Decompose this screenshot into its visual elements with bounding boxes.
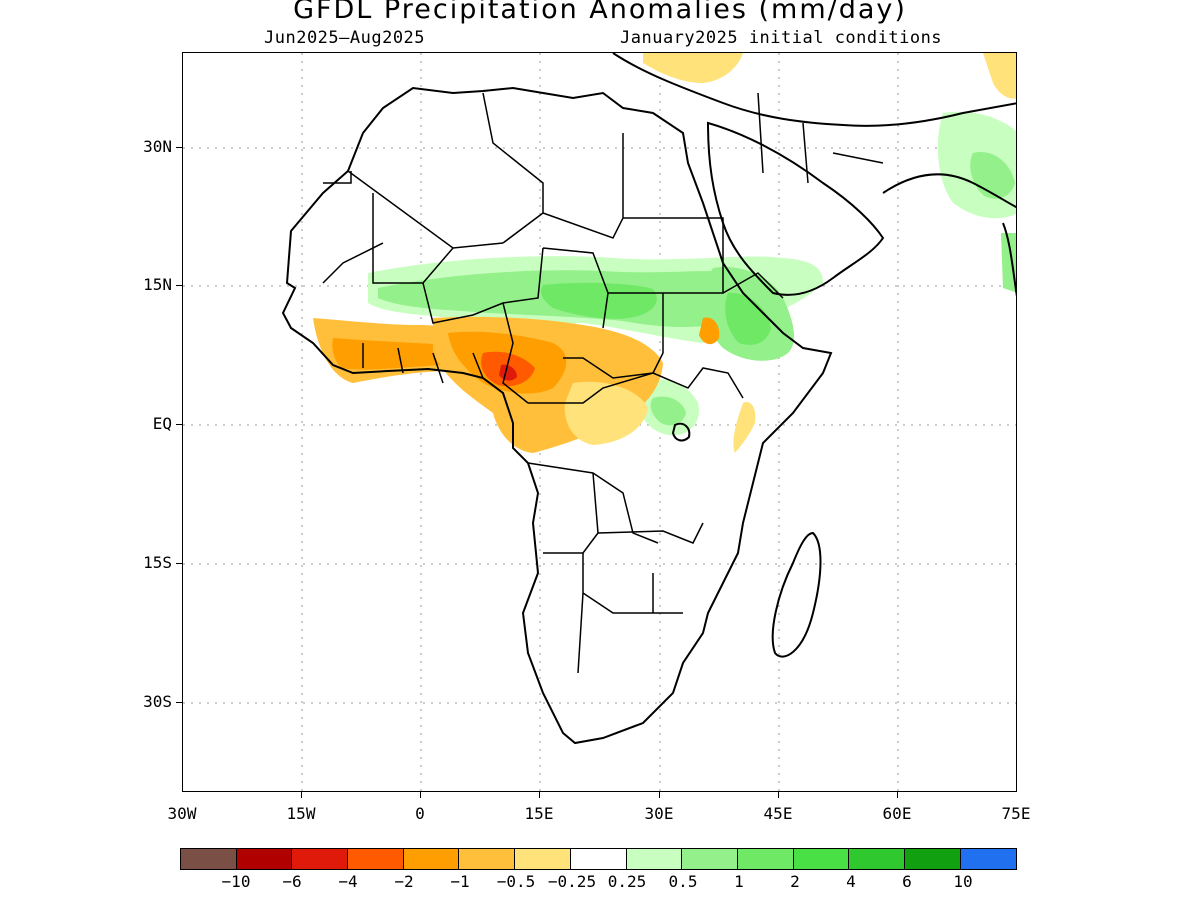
colorbar-label: −1 [450, 872, 470, 891]
colorbar-label: 10 [953, 872, 973, 891]
colorbar-label: −10 [221, 872, 251, 891]
colorbar-label: −0.25 [547, 872, 597, 891]
y-tick-label: EQ [152, 414, 172, 433]
y-tick-label: 30N [143, 137, 172, 156]
colorbar-swatch [960, 849, 1017, 869]
colorbar-swatch [181, 849, 237, 869]
colorbar-swatch [570, 849, 627, 869]
y-tick-label: 15N [143, 275, 172, 294]
iran-coast [882, 173, 1016, 209]
colorbar-label: 1 [734, 872, 744, 891]
colorbar-swatch [515, 849, 571, 869]
x-tick-label: 45E [763, 804, 793, 823]
colorbar-label: 4 [846, 872, 856, 891]
x-tick-label: 30W [167, 804, 197, 823]
east-africa-dry-strip [733, 402, 756, 453]
colorbar-swatch [348, 849, 404, 869]
colorbar-swatch [236, 849, 293, 869]
colorbar-swatch [849, 849, 905, 869]
colorbar-label: 2 [790, 872, 800, 891]
madagascar-coastline [771, 531, 822, 658]
country-borders [322, 92, 884, 674]
x-tick [301, 792, 302, 798]
x-tick [420, 792, 421, 798]
colorbar-swatch [292, 849, 349, 869]
colorbar-label: −4 [338, 872, 358, 891]
africa-coastline [281, 86, 833, 745]
y-tick-label: 15S [143, 553, 172, 572]
india-wet [1001, 233, 1016, 293]
y-tick [176, 563, 182, 564]
season-subtitle: Jun2025–Aug2025 [264, 28, 426, 48]
ethiopia-dry-spot [699, 317, 720, 345]
india-coast [1002, 222, 1016, 297]
coastlines [281, 53, 1016, 745]
colorbar-swatch [403, 849, 460, 869]
x-tick-label: 15E [524, 804, 554, 823]
colorbar-swatch [682, 849, 738, 869]
x-tick-label: 60E [882, 804, 912, 823]
x-tick [778, 792, 779, 798]
colorbar-swatch [459, 849, 516, 869]
colorbar-swatch [793, 849, 850, 869]
x-tick-label: 75E [1001, 804, 1031, 823]
map-plot-area [182, 52, 1017, 792]
chart-title: GFDL Precipitation Anomalies (mm/day) [293, 0, 907, 25]
colorbar-swatch [904, 849, 961, 869]
x-tick [539, 792, 540, 798]
colorbar-label: 6 [902, 872, 912, 891]
colorbar-swatch [626, 849, 683, 869]
anomaly-map [183, 53, 1016, 791]
mediterranean-coast-north [612, 53, 1016, 127]
colorbar [180, 848, 1018, 870]
x-tick [897, 792, 898, 798]
y-tick [176, 285, 182, 286]
y-tick [176, 147, 182, 148]
x-tick-label: 15W [286, 804, 316, 823]
lake-victoria-wet-core [650, 396, 686, 426]
y-tick [176, 702, 182, 703]
x-tick-label: 0 [415, 804, 425, 823]
dry-anomalies [313, 53, 1016, 453]
ethiopia-wet-core [725, 292, 771, 345]
init-conditions-subtitle: January2025 initial conditions [620, 28, 943, 48]
lake-victoria [671, 422, 691, 442]
nigeria-dry-max [499, 364, 517, 381]
persian-dry [983, 53, 1016, 99]
congo-dry [564, 381, 648, 445]
colorbar-label: −6 [282, 872, 302, 891]
colorbar-label: 0.25 [607, 872, 647, 891]
colorbar-label: −2 [394, 872, 414, 891]
colorbar-label: −0.5 [496, 872, 536, 891]
colorbar-label: 0.5 [668, 872, 698, 891]
colorbar-swatch [737, 849, 794, 869]
x-tick-label: 30E [644, 804, 674, 823]
x-tick [659, 792, 660, 798]
sahel-wet-inner [541, 282, 657, 319]
mediterranean-dry [643, 53, 743, 83]
y-tick-label: 30S [143, 692, 172, 711]
y-tick [176, 424, 182, 425]
